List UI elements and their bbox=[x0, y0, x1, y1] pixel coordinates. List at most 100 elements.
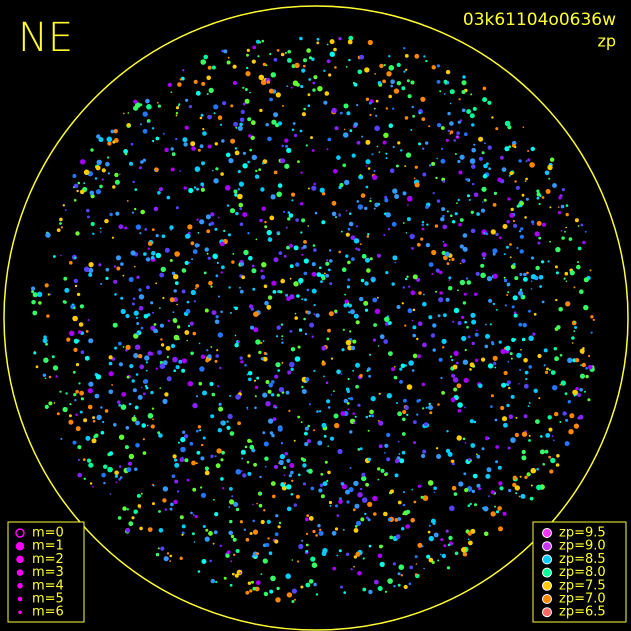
star bbox=[272, 494, 276, 499]
star bbox=[252, 503, 254, 506]
legend-label: zp=8.0 bbox=[559, 565, 606, 580]
star bbox=[490, 490, 495, 495]
star bbox=[435, 447, 439, 450]
star bbox=[490, 394, 494, 398]
star bbox=[396, 305, 401, 309]
star bbox=[523, 358, 528, 363]
star bbox=[353, 238, 360, 244]
star bbox=[471, 147, 477, 153]
star bbox=[367, 233, 370, 236]
star bbox=[440, 158, 446, 164]
star bbox=[440, 376, 443, 380]
star bbox=[288, 243, 293, 248]
star bbox=[255, 580, 261, 585]
star bbox=[492, 361, 497, 366]
star bbox=[383, 339, 389, 344]
star bbox=[500, 348, 506, 355]
star bbox=[461, 90, 466, 94]
star bbox=[372, 338, 376, 342]
star bbox=[181, 358, 187, 364]
star bbox=[393, 375, 398, 380]
star bbox=[430, 333, 436, 338]
star bbox=[519, 234, 525, 239]
star bbox=[571, 336, 575, 340]
star bbox=[207, 256, 211, 260]
star bbox=[185, 233, 190, 239]
star bbox=[294, 133, 298, 138]
star bbox=[145, 386, 149, 390]
star bbox=[414, 165, 418, 169]
star bbox=[68, 414, 72, 418]
star bbox=[526, 472, 531, 477]
star bbox=[267, 389, 272, 394]
star bbox=[352, 339, 357, 344]
star bbox=[457, 408, 462, 413]
star bbox=[214, 142, 218, 146]
star bbox=[196, 450, 201, 455]
star bbox=[199, 144, 204, 149]
star bbox=[44, 377, 47, 380]
star bbox=[268, 382, 274, 388]
star bbox=[333, 413, 339, 419]
star bbox=[206, 252, 209, 255]
star bbox=[349, 467, 352, 469]
star bbox=[290, 86, 293, 89]
star bbox=[399, 367, 403, 371]
star bbox=[422, 342, 427, 348]
star bbox=[138, 288, 142, 292]
star bbox=[507, 446, 511, 450]
star bbox=[179, 78, 182, 81]
star bbox=[428, 125, 431, 128]
star bbox=[294, 598, 296, 601]
star bbox=[451, 257, 455, 261]
star bbox=[481, 151, 485, 155]
star bbox=[503, 276, 506, 279]
star bbox=[387, 578, 393, 584]
star bbox=[538, 236, 542, 240]
star bbox=[220, 477, 224, 481]
star bbox=[522, 126, 525, 128]
star bbox=[223, 49, 228, 54]
star bbox=[249, 532, 253, 535]
star bbox=[281, 338, 283, 341]
star bbox=[462, 246, 468, 252]
star bbox=[407, 204, 409, 206]
star bbox=[226, 420, 229, 423]
star bbox=[230, 560, 233, 563]
star bbox=[191, 532, 195, 536]
star bbox=[416, 277, 421, 282]
star bbox=[311, 57, 315, 61]
star bbox=[442, 214, 445, 218]
star bbox=[332, 566, 337, 571]
star bbox=[412, 308, 416, 312]
star bbox=[411, 319, 414, 322]
star bbox=[378, 420, 384, 426]
star bbox=[267, 295, 273, 300]
star bbox=[501, 382, 507, 388]
star bbox=[476, 454, 481, 459]
star bbox=[326, 479, 329, 482]
star bbox=[480, 263, 485, 268]
star bbox=[122, 112, 125, 115]
star bbox=[518, 290, 524, 296]
star bbox=[360, 193, 366, 198]
star bbox=[564, 271, 569, 276]
star bbox=[585, 367, 588, 370]
star bbox=[304, 426, 309, 431]
star bbox=[160, 338, 163, 341]
star bbox=[271, 119, 277, 125]
star bbox=[390, 79, 395, 84]
star bbox=[445, 138, 449, 142]
star bbox=[213, 530, 218, 535]
star bbox=[208, 531, 213, 536]
star bbox=[252, 287, 256, 291]
star bbox=[579, 388, 583, 392]
star bbox=[313, 313, 316, 316]
star bbox=[262, 162, 265, 165]
star bbox=[153, 328, 158, 334]
star bbox=[234, 306, 238, 311]
star bbox=[170, 343, 176, 349]
star bbox=[214, 511, 219, 517]
star bbox=[88, 272, 93, 277]
